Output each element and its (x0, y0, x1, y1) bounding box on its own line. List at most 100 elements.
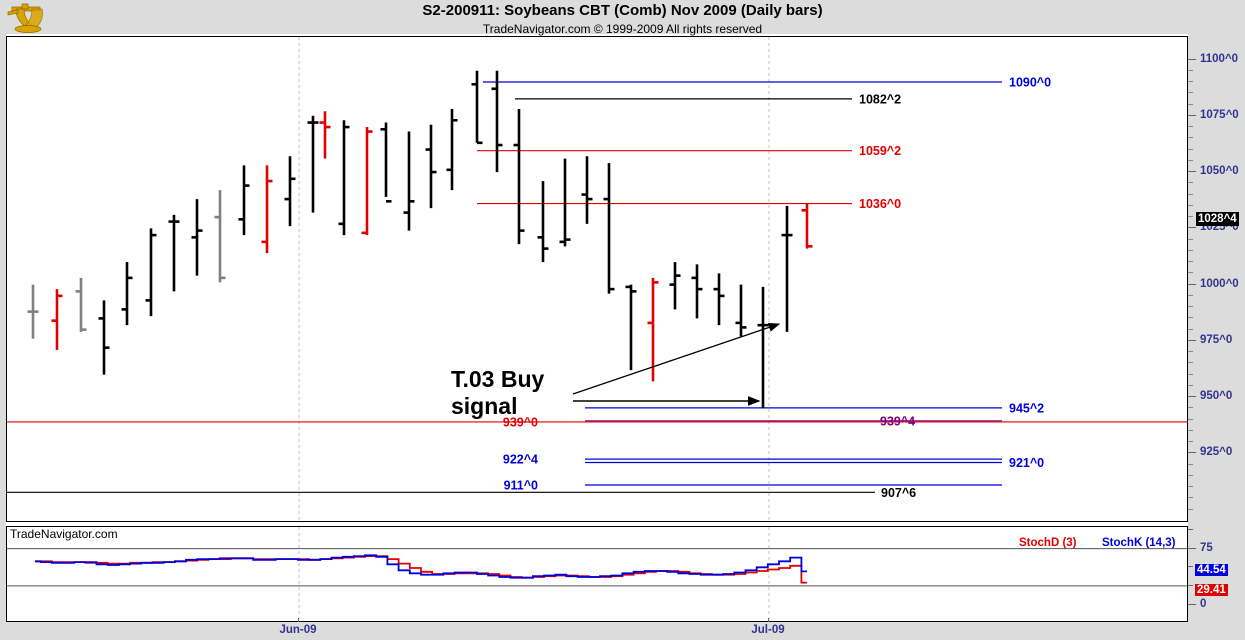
copyright-subtitle: TradeNavigator.com © 1999-2009 All right… (482, 22, 763, 36)
date-axis[interactable]: Jun-09 Jul-09 (0, 618, 1245, 640)
ohlc-bar (51, 289, 63, 350)
price-axis-minor-tick (1188, 463, 1193, 465)
ohlc-bar (191, 199, 203, 276)
ohlc-bar (625, 284, 637, 371)
level-1082-label: 1082^2 (859, 92, 901, 106)
date-axis-label: Jun-09 (279, 624, 317, 636)
stoch-axis-label: 0 (1200, 597, 1207, 610)
page-title: S2-200911: Soybeans CBT (Comb) Nov 2009 … (422, 2, 823, 19)
buy-signal-annotation: T.03 Buy signal (451, 366, 545, 420)
price-axis-minor-tick (1188, 441, 1193, 443)
price-axis-minor-tick (1188, 351, 1193, 353)
ohlc-bar (446, 109, 458, 191)
date-axis-tick (768, 618, 769, 622)
stochk-series (35, 554, 807, 579)
trendline-arrow (572, 323, 781, 395)
level-1036-label: 1036^0 (859, 197, 901, 211)
stochd-value-badge: 29.41 (1195, 583, 1228, 596)
price-axis-minor-tick (1188, 362, 1193, 364)
left-margin-strip (0, 34, 6, 622)
ohlc-bar (513, 109, 525, 245)
price-axis-minor-tick (1188, 137, 1193, 139)
ohlc-bar (735, 284, 747, 337)
price-axis-minor-tick (1188, 182, 1193, 184)
price-axis-label: 975^0 (1200, 333, 1233, 346)
ohlc-bar (145, 228, 157, 317)
ohlc-bar (471, 70, 483, 145)
stoch-axis-tick (1188, 547, 1196, 549)
level-911-label: 911^0 (504, 478, 538, 492)
price-axis-minor-tick (1188, 81, 1193, 83)
price-axis-tick (1188, 171, 1196, 173)
ohlc-bar (669, 262, 681, 310)
stochd-series (35, 555, 807, 584)
price-axis-minor-tick (1188, 216, 1193, 218)
price-axis-label: 1075^0 (1200, 108, 1239, 121)
level-939-4-label: 939^4 (880, 414, 915, 428)
ohlc-bar (319, 111, 331, 159)
price-axis-label: 1000^0 (1200, 277, 1239, 290)
price-axis-minor-tick (1188, 261, 1193, 263)
sextant-logo (2, 0, 58, 34)
ohlc-bar (27, 284, 39, 339)
price-axis-label: 950^0 (1200, 390, 1233, 403)
ohlc-bar (98, 300, 110, 375)
price-axis-minor-tick (1188, 249, 1193, 251)
stoch-axis-minor-tick (1188, 584, 1193, 586)
price-axis-minor-tick (1188, 497, 1193, 499)
price-axis-minor-tick (1188, 317, 1193, 319)
price-axis-tick (1188, 396, 1196, 398)
level-921-label: 921^0 (1009, 456, 1044, 470)
price-axis-tick (1188, 339, 1196, 341)
level-945-label: 945^2 (1009, 401, 1044, 415)
price-axis-minor-tick (1188, 159, 1193, 161)
stochk-value-badge: 44.54 (1195, 564, 1228, 577)
ohlc-bar (581, 156, 593, 224)
price-axis-minor-tick (1188, 238, 1193, 240)
stochastic-axis[interactable]: 75 0 44.54 29.41 (1188, 524, 1245, 622)
price-axis-minor-tick (1188, 272, 1193, 274)
price-axis-minor-tick (1188, 508, 1193, 510)
ohlc-bar (238, 165, 250, 236)
ohlc-bar (261, 165, 273, 254)
stochk-legend: StochK (14,3) (1102, 537, 1176, 549)
level-922-label: 922^4 (503, 453, 538, 467)
header-band: S2-200911: Soybeans CBT (Comb) Nov 2009 … (0, 0, 1245, 36)
price-chart-panel[interactable]: 1090^0 1082^2 1059^2 1036^0 945^2 939^0 939^4 9… (6, 36, 1189, 522)
price-axis-minor-tick (1188, 474, 1193, 476)
price-axis-tick (1188, 227, 1196, 229)
date-axis-tick (298, 618, 299, 622)
ohlc-bar (361, 127, 373, 236)
price-axis-tick (1188, 58, 1196, 60)
price-axis-label: 925^0 (1200, 446, 1233, 459)
stoch-axis-label: 75 (1200, 541, 1213, 554)
ohlc-bar (713, 273, 725, 326)
price-axis[interactable]: 1100^0 1075^0 1050^0 1025^0 1000^0 975^0 950^0… (1188, 34, 1245, 524)
last-price-badge: 1028^4 (1196, 212, 1239, 227)
ohlc-bar (559, 158, 571, 247)
price-axis-minor-tick (1188, 204, 1193, 206)
ohlc-bar (757, 286, 769, 409)
price-axis-minor-tick (1188, 429, 1193, 431)
price-axis-minor-tick (1188, 294, 1193, 296)
price-axis-label: 1050^0 (1200, 165, 1239, 178)
price-axis-minor-tick (1188, 92, 1193, 94)
ohlc-bar (284, 156, 296, 227)
ohlc-bar (691, 264, 703, 319)
price-axis-tick (1188, 114, 1196, 116)
price-axis-minor-tick (1188, 384, 1193, 386)
price-axis-minor-tick (1188, 306, 1193, 308)
ohlc-bar (403, 131, 415, 231)
price-axis-minor-tick (1188, 103, 1193, 105)
stochd-legend: StochD (3) (1019, 537, 1077, 549)
price-axis-minor-tick (1188, 193, 1193, 195)
price-axis-minor-tick (1188, 328, 1193, 330)
price-axis-minor-tick (1188, 69, 1193, 71)
ohlc-bar (537, 181, 549, 263)
price-axis-minor-tick (1188, 407, 1193, 409)
date-axis-label: Jul-09 (751, 624, 785, 636)
level-907-label: 907^6 (881, 486, 916, 500)
watermark-label: TradeNavigator.com (10, 527, 118, 541)
stochastic-panel[interactable]: TradeNavigator.com StochD (3) StochK (14… (6, 526, 1188, 622)
